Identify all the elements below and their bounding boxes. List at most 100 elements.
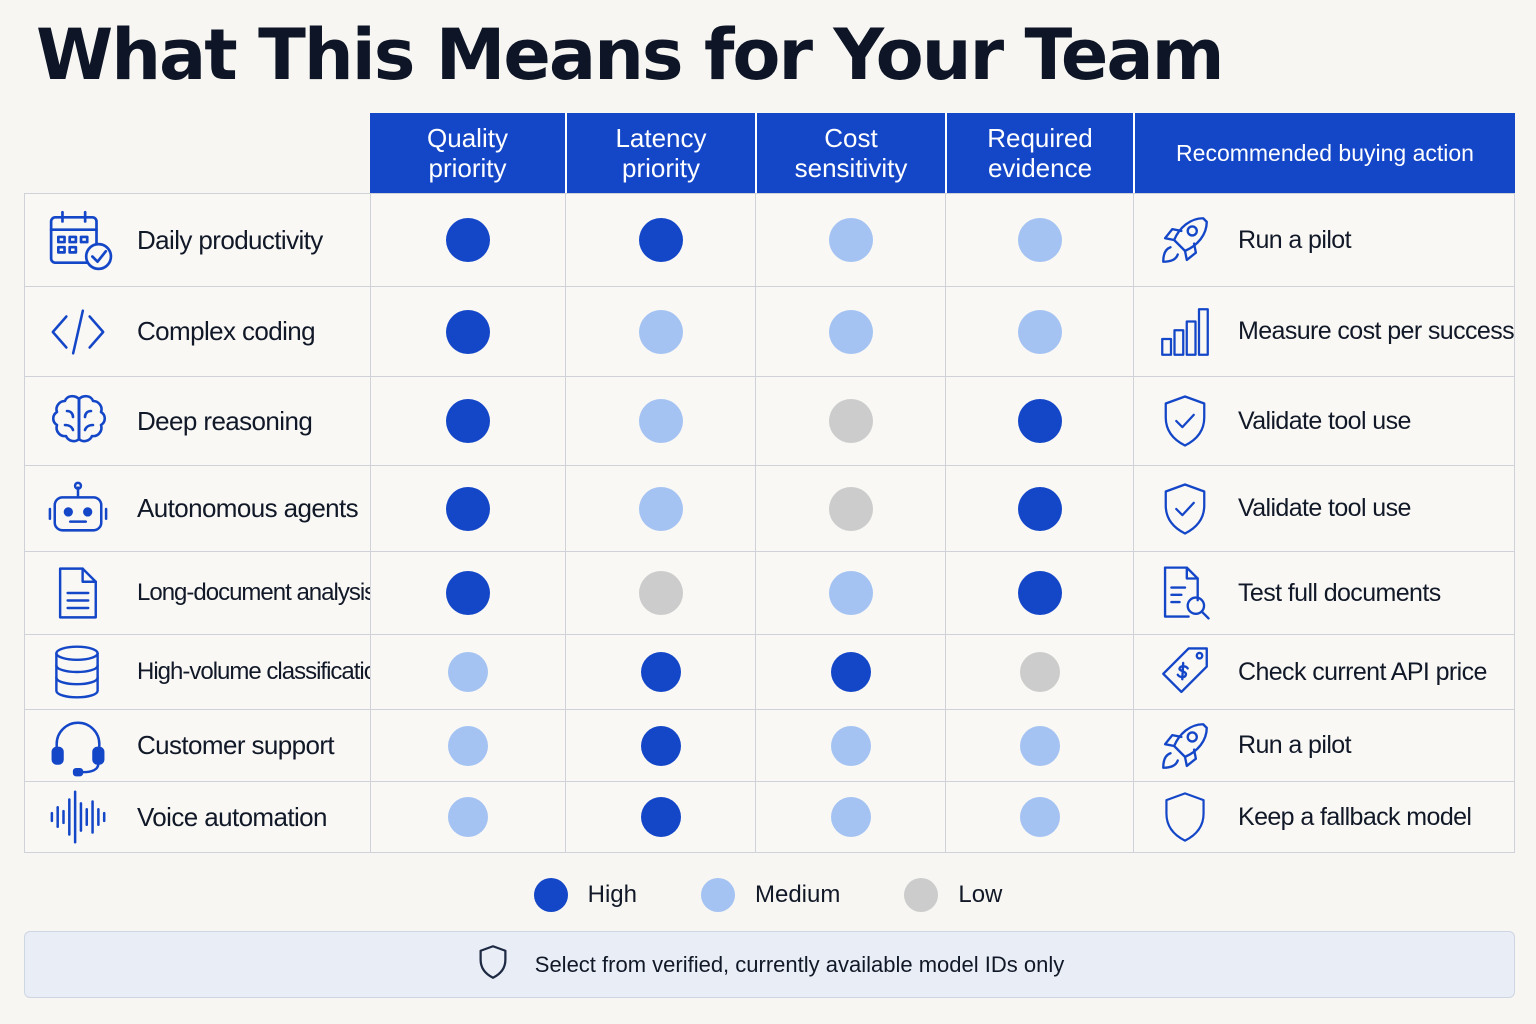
robot-icon	[47, 475, 115, 543]
rating-cell	[370, 781, 565, 853]
action-label: Validate tool use	[1238, 494, 1411, 522]
column-header-line: Cost	[824, 123, 878, 153]
column-header-line: Required	[987, 123, 1093, 153]
decision-matrix: Quality priority Latency priority Cost sensit…	[24, 113, 1515, 853]
action-cell: Keep a fallback model	[1133, 781, 1515, 853]
rating-dot-medium	[448, 652, 488, 692]
action-label: Run a pilot	[1238, 225, 1352, 254]
rating-cell	[755, 709, 945, 781]
rating-cell	[370, 634, 565, 709]
table-row-header: Customer support	[24, 709, 370, 781]
rating-dot-medium	[1017, 218, 1062, 262]
rating-cell	[945, 286, 1133, 376]
column-header-label: Recommended buying action	[1176, 138, 1474, 168]
rocket-icon	[1152, 207, 1218, 273]
column-header-line: priority	[428, 153, 507, 183]
table-row-header: Complex coding	[24, 286, 370, 376]
action-label: Run a pilot	[1238, 731, 1352, 759]
rating-cell	[370, 465, 565, 551]
bar-chart-icon	[1152, 299, 1218, 365]
table-row-header: Daily productivity	[24, 193, 370, 286]
footer-note: Select from verified, currently availabl…	[24, 931, 1515, 998]
row-label: Daily productivity	[137, 224, 323, 255]
table-row-header: Deep reasoning	[24, 376, 370, 465]
legend-label: Low	[958, 881, 1003, 908]
rating-dot-medium	[638, 399, 683, 443]
rating-cell	[565, 465, 755, 551]
column-header: Required evidence	[945, 113, 1133, 193]
rating-dot-high	[446, 309, 490, 354]
rating-cell	[565, 781, 755, 853]
rating-cell	[565, 193, 755, 286]
rating-cell	[565, 634, 755, 709]
rocket-icon	[1152, 713, 1218, 779]
waveform-icon	[47, 783, 115, 851]
legend-label: High	[587, 881, 637, 908]
column-header-line: priority	[621, 153, 700, 183]
page-title: What This Means for Your Team	[36, 14, 1225, 96]
rating-cell	[945, 781, 1133, 853]
shield-check-icon	[1152, 476, 1218, 542]
rating-dot-medium	[828, 309, 873, 354]
rating-dot-high	[640, 725, 681, 766]
row-label: Autonomous agents	[137, 493, 359, 523]
rating-dot-medium	[448, 797, 488, 837]
action-cell: Check current API price	[1133, 634, 1515, 709]
action-cell: Run a pilot	[1133, 193, 1515, 286]
rating-cell	[945, 551, 1133, 634]
column-header: Quality priority	[370, 113, 565, 193]
rating-cell	[565, 551, 755, 634]
column-header: Latency priority	[565, 113, 755, 193]
footer-text: Select from verified, currently availabl…	[534, 951, 1065, 977]
rating-dot-high	[638, 218, 683, 262]
action-label: Measure cost per success	[1238, 317, 1515, 345]
table-row-header: Long-document analysis	[24, 551, 376, 634]
rating-dot-medium	[1019, 725, 1060, 766]
shield-icon	[1152, 784, 1218, 850]
rating-dot-low	[1019, 652, 1060, 692]
brain-icon	[47, 387, 115, 455]
table-row-header: High-volume classification	[24, 634, 389, 709]
rating-cell	[565, 709, 755, 781]
headset-icon	[47, 712, 115, 780]
rating-cell	[945, 193, 1133, 286]
column-header-line: evidence	[987, 153, 1093, 183]
rating-dot-high	[446, 399, 490, 443]
rating-cell	[755, 286, 945, 376]
column-header-label: Cost sensitivity	[795, 123, 908, 183]
rating-dot-medium	[830, 797, 871, 837]
action-cell: Run a pilot	[1133, 709, 1515, 781]
document-search-icon	[1152, 560, 1218, 626]
rating-dot-medium	[448, 725, 488, 766]
action-cell: Validate tool use	[1133, 465, 1515, 551]
rating-dot-medium	[638, 309, 683, 354]
action-label: Check current API price	[1238, 657, 1487, 686]
column-header-line: Quality	[427, 123, 508, 153]
legend-dot-medium	[700, 878, 735, 912]
action-cell: Validate tool use	[1133, 376, 1515, 465]
rating-dot-high	[640, 797, 681, 837]
rating-dot-medium	[1019, 797, 1060, 837]
rating-cell	[370, 709, 565, 781]
column-header-line: Latency	[615, 123, 707, 153]
rating-cell	[370, 286, 565, 376]
rating-dot-medium	[828, 571, 873, 615]
action-label: Test full documents	[1238, 578, 1441, 607]
rating-cell	[945, 465, 1133, 551]
database-icon	[47, 638, 115, 706]
rating-cell	[945, 634, 1133, 709]
rating-cell	[370, 551, 565, 634]
legend-dot-high	[533, 878, 568, 912]
rating-cell	[755, 376, 945, 465]
row-label: Long-document analysis	[137, 579, 376, 606]
row-label: Deep reasoning	[137, 405, 313, 436]
rating-cell	[370, 376, 565, 465]
table-row-header: Voice automation	[24, 781, 370, 853]
calendar-check-icon	[47, 206, 115, 274]
rating-cell	[755, 781, 945, 853]
action-label: Keep a fallback model	[1238, 802, 1472, 831]
column-header-line: sensitivity	[794, 153, 908, 183]
rating-dot-high	[446, 486, 490, 531]
action-cell: Test full documents	[1133, 551, 1515, 634]
shield-check-icon	[1152, 388, 1218, 454]
